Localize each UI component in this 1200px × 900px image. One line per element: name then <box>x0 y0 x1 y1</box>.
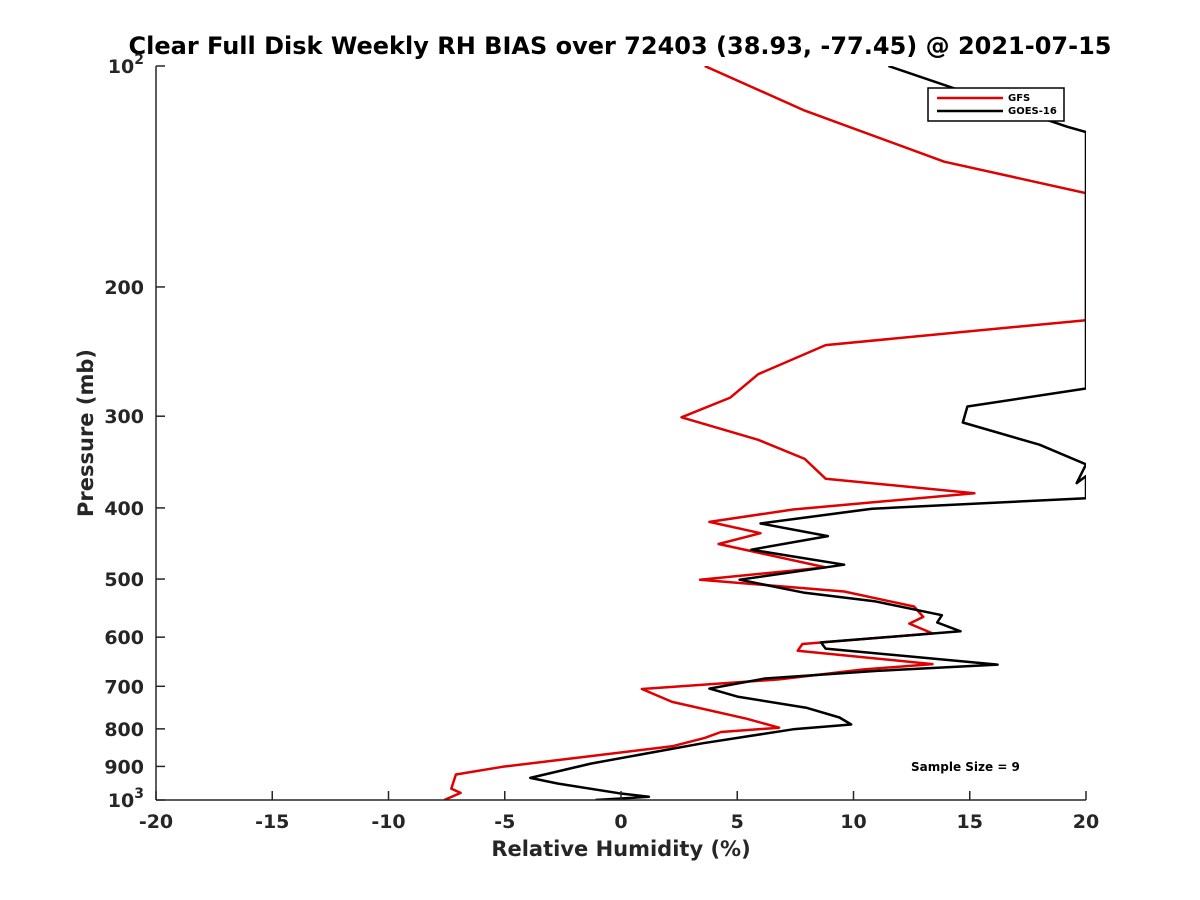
y-tick-label: 103 <box>108 786 144 812</box>
x-tick-labels: -20 -15 -10 -5 0 5 10 15 20 <box>139 811 1099 833</box>
x-tick-label: -5 <box>494 811 515 833</box>
y-tick-label: 600 <box>104 627 144 649</box>
series-layer <box>443 66 1086 800</box>
x-tick-label: 10 <box>840 811 866 833</box>
x-tick-label: 15 <box>957 811 983 833</box>
y-tick-labels: 102 200 300 400 500 600 700 800 900 103 <box>104 52 144 812</box>
y-tick-label: 300 <box>104 406 144 428</box>
legend-label-gfs: GFS <box>1008 93 1030 104</box>
series-line-gfs <box>443 66 1086 800</box>
x-tick-label: -20 <box>139 811 173 833</box>
x-tick-label: 20 <box>1073 811 1099 833</box>
x-tick-label: -10 <box>371 811 405 833</box>
x-tick-label: 0 <box>614 811 627 833</box>
legend: GFS GOES-16 <box>927 87 1065 122</box>
chart-title: Clear Full Disk Weekly RH BIAS over 7240… <box>129 32 1112 60</box>
legend-box <box>927 87 1065 122</box>
y-tick-label: 500 <box>104 569 144 591</box>
y-axis-label: Pressure (mb) <box>74 349 98 517</box>
x-axis-label: Relative Humidity (%) <box>491 837 750 861</box>
y-tick-label: 900 <box>104 756 144 778</box>
y-tick-label: 400 <box>104 498 144 520</box>
x-tick-label: 5 <box>731 811 744 833</box>
y-tick-label: 102 <box>108 52 144 78</box>
axes-layer <box>155 65 1087 801</box>
y-tick-label: 200 <box>104 277 144 299</box>
legend-label-goes16: GOES-16 <box>1008 106 1057 117</box>
y-tick-label: 800 <box>104 719 144 741</box>
y-tick-label: 700 <box>104 676 144 698</box>
x-tick-label: -15 <box>255 811 289 833</box>
sample-size-annotation: Sample Size = 9 <box>911 760 1020 774</box>
series-line-goes16 <box>529 66 1086 800</box>
